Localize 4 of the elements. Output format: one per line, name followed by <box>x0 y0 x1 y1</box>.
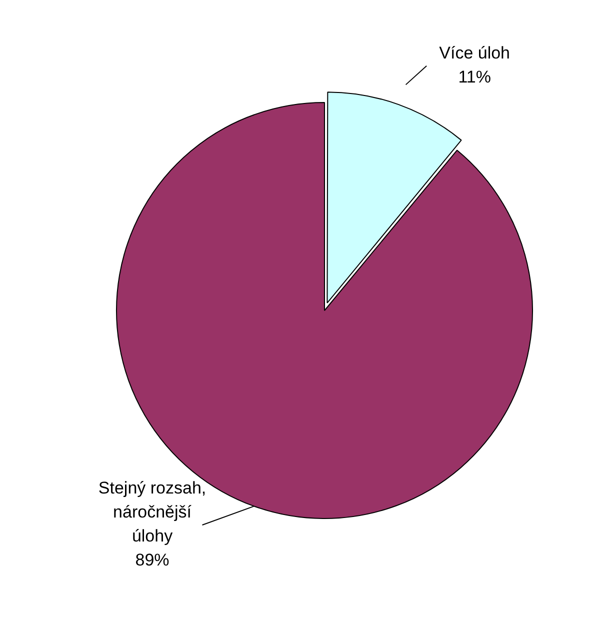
slice-label: Více úloh <box>439 44 510 63</box>
data-label: 11% <box>458 68 491 87</box>
slice-label: Stejný rozsah, náročnější úlohy <box>98 478 206 546</box>
data-label: 89% <box>135 550 170 570</box>
